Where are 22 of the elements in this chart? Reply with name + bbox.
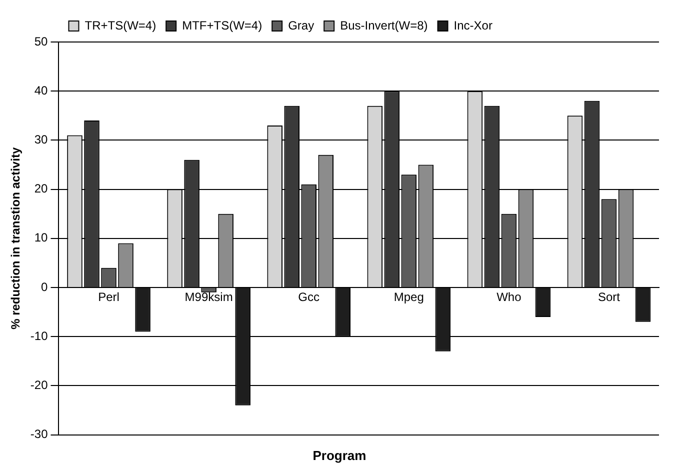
- legend-label: Gray: [288, 18, 314, 32]
- y-tick-label: 0: [41, 280, 48, 294]
- y-tick-label: -10: [30, 328, 48, 343]
- y-tick-label: 30: [34, 132, 48, 147]
- x-tick-label: Who: [496, 290, 522, 304]
- y-tick-label: 20: [34, 182, 48, 196]
- legend-label: Inc-Xor: [454, 18, 492, 32]
- legend-label: MTF+TS(W=4): [182, 18, 262, 32]
- y-tick-label: -20: [30, 378, 48, 392]
- y-tick-label: 40: [34, 83, 48, 98]
- y-axis-title: % reduction in transtion activity: [8, 147, 23, 330]
- legend-label: TR+TS(W=4): [84, 18, 156, 32]
- y-tick-label: 10: [34, 230, 48, 245]
- y-tick-label: 50: [34, 34, 48, 48]
- x-tick-label: M99ksim: [184, 290, 233, 304]
- x-axis-title: Program: [312, 448, 368, 463]
- x-tick-label: Sort: [598, 290, 621, 304]
- legend-label: Bus-Invert(W=8): [340, 18, 428, 32]
- x-tick-label: Gcc: [298, 290, 320, 304]
- y-tick-label: -30: [30, 427, 48, 442]
- x-tick-label: Perl: [98, 290, 120, 304]
- x-tick-label: Mpeg: [394, 290, 424, 304]
